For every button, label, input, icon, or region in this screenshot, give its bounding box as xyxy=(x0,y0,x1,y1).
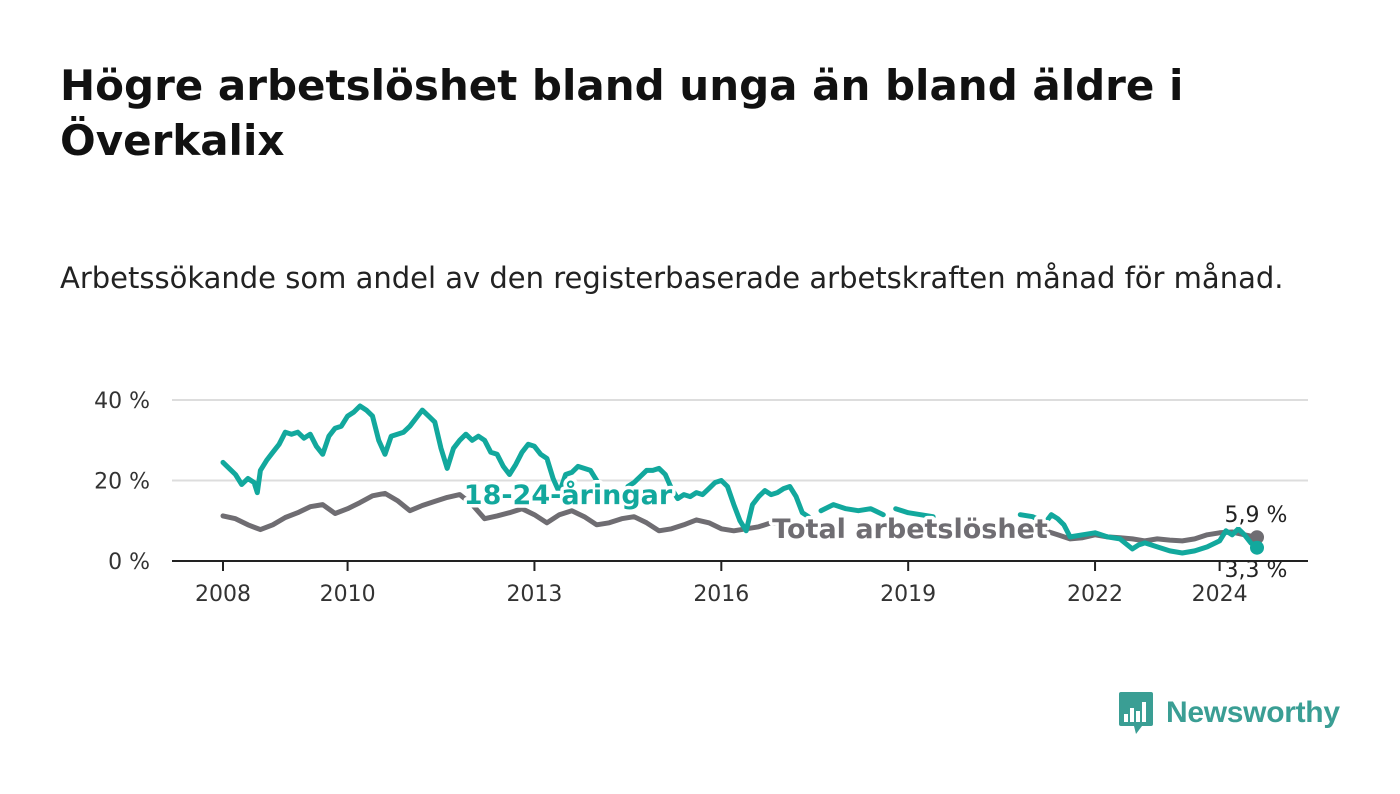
x-tick-label: 2008 xyxy=(195,582,251,607)
series-name-label: 18-24-åringar xyxy=(464,479,673,511)
newsworthy-logo: Newsworthy xyxy=(1118,690,1340,736)
x-tick-label: 2024 xyxy=(1192,582,1248,607)
x-tick-label: 2016 xyxy=(693,582,749,607)
chart-subtitle: Arbetssökande som andel av den registerb… xyxy=(60,261,1284,295)
axis-layer: 0 % 20 % 40 % 2008 2010 2013 2016 2019 2022 2024 xyxy=(94,389,1308,607)
grid-layer xyxy=(172,399,1308,482)
chart-title: Högre arbetslöshet bland unga än bland ä… xyxy=(60,61,1184,165)
y-tick-label: 40 % xyxy=(94,389,150,414)
end-value-label: 5,9 % xyxy=(1225,503,1288,528)
bar-chart-logo-icon xyxy=(1119,692,1153,734)
x-tick-label: 2019 xyxy=(880,582,936,607)
x-tick-label: 2013 xyxy=(506,582,562,607)
x-tick-label: 2022 xyxy=(1067,582,1123,607)
series-line-1 xyxy=(220,403,1260,556)
series-end-marker-1 xyxy=(1250,540,1264,555)
series-layer xyxy=(220,403,1264,556)
brand-name: Newsworthy xyxy=(1166,696,1340,729)
series-end-marker-0 xyxy=(1250,530,1264,545)
series-name-label: Total arbetslöshet xyxy=(772,514,1048,545)
y-tick-label: 20 % xyxy=(94,470,150,495)
y-tick-label: 0 % xyxy=(108,550,150,575)
x-tick-label: 2010 xyxy=(320,582,376,607)
